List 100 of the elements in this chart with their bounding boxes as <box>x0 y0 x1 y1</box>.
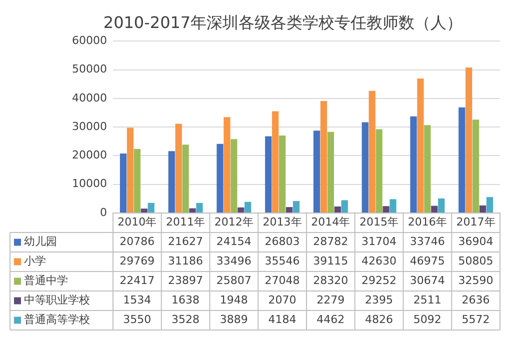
bar <box>265 136 272 212</box>
bar <box>224 117 230 212</box>
data-label: 27048 <box>264 274 300 288</box>
data-label: 21627 <box>168 235 204 248</box>
data-label: 28782 <box>313 235 348 248</box>
data-label: 1534 <box>123 294 152 307</box>
bar <box>182 144 189 212</box>
bar <box>148 202 154 212</box>
bar <box>458 107 466 212</box>
y-tick-label: 30000 <box>72 120 107 133</box>
data-label: 31704 <box>362 235 397 248</box>
data-label: 4462 <box>316 313 345 326</box>
bar <box>334 206 341 212</box>
x-tick-label: 2013年 <box>262 216 302 229</box>
data-label: 3528 <box>172 313 200 326</box>
data-label: 2636 <box>462 294 490 307</box>
y-tick-label: 60000 <box>72 34 107 48</box>
bar <box>390 199 396 212</box>
bar <box>438 198 445 212</box>
legend-label: 幼儿园 <box>24 235 57 248</box>
bar <box>244 202 252 212</box>
data-label: 20786 <box>120 235 155 248</box>
bar <box>134 148 140 212</box>
data-label: 1948 <box>220 294 248 307</box>
bar <box>341 200 348 212</box>
data-label: 2279 <box>316 294 345 307</box>
bar <box>286 207 293 212</box>
data-label: 4184 <box>268 313 296 326</box>
data-label: 29769 <box>120 254 155 268</box>
bar <box>410 116 417 212</box>
data-label: 2511 <box>413 294 442 307</box>
bar <box>230 139 238 212</box>
bar <box>292 201 300 212</box>
y-tick-label: 0 <box>100 206 107 219</box>
data-label: 25807 <box>216 274 252 288</box>
x-tick-label: 2015年 <box>360 216 399 229</box>
bar <box>126 128 134 212</box>
data-label: 31186 <box>168 254 204 268</box>
data-label: 33746 <box>410 235 445 248</box>
bar <box>479 205 486 212</box>
data-label: 50805 <box>458 254 494 268</box>
bar <box>196 202 203 212</box>
data-label: 29252 <box>362 274 397 288</box>
x-tick-label: 2016年 <box>408 216 447 229</box>
bar <box>472 120 480 212</box>
bar <box>362 122 368 212</box>
bar <box>272 111 279 212</box>
data-label: 2070 <box>268 294 296 307</box>
bar <box>175 124 182 212</box>
data-label: 23897 <box>168 274 204 288</box>
data-label: 26803 <box>264 235 300 248</box>
data-label: 3550 <box>123 313 152 326</box>
legend-label: 普通高等学校 <box>24 313 90 326</box>
legend-label: 普通中学 <box>24 274 68 288</box>
bar <box>376 129 382 212</box>
y-tick-label: 10000 <box>72 177 107 190</box>
bar <box>238 207 244 212</box>
bar <box>279 136 286 212</box>
bar <box>216 144 224 212</box>
data-label: 24154 <box>216 235 252 248</box>
data-label: 5092 <box>413 313 442 326</box>
bar <box>382 206 390 212</box>
data-label: 1638 <box>172 294 200 307</box>
data-label: 5572 <box>462 313 490 326</box>
data-label: 22417 <box>120 274 155 288</box>
bar <box>486 197 494 212</box>
x-tick-label: 2012年 <box>214 216 254 229</box>
y-tick-label: 20000 <box>72 148 107 162</box>
data-label: 32590 <box>458 274 494 288</box>
data-label: 30674 <box>410 274 445 288</box>
data-label: 28320 <box>313 274 348 288</box>
y-tick-label: 50000 <box>72 62 107 76</box>
bar <box>168 151 175 212</box>
data-label: 46975 <box>410 254 445 268</box>
bar <box>313 130 320 212</box>
data-label: 39115 <box>313 254 348 268</box>
x-tick-label: 2014年 <box>311 216 350 229</box>
data-label: 36904 <box>458 235 494 248</box>
bar <box>466 68 472 212</box>
data-label: 35546 <box>264 254 300 268</box>
bar <box>320 101 328 212</box>
data-label: 2395 <box>365 294 394 307</box>
y-tick-label: 40000 <box>72 91 107 104</box>
data-label: 33496 <box>216 254 252 268</box>
data-label: 3889 <box>220 313 248 326</box>
bar <box>431 206 438 212</box>
legend-label: 小学 <box>24 254 46 268</box>
x-tick-label: 2011年 <box>166 216 206 229</box>
bar <box>327 132 334 212</box>
chart-title: 2010-2017年深圳各级各类学校专任教师数（人） <box>103 12 463 32</box>
bar <box>189 208 196 212</box>
data-label: 4826 <box>365 313 394 326</box>
bar <box>424 125 431 212</box>
x-tick-label: 2017年 <box>456 216 496 229</box>
bar <box>140 208 148 212</box>
data-label: 42630 <box>362 254 397 268</box>
bar <box>417 78 424 212</box>
bar <box>120 153 127 212</box>
bar <box>368 90 376 212</box>
x-tick-label: 2010年 <box>118 216 157 229</box>
